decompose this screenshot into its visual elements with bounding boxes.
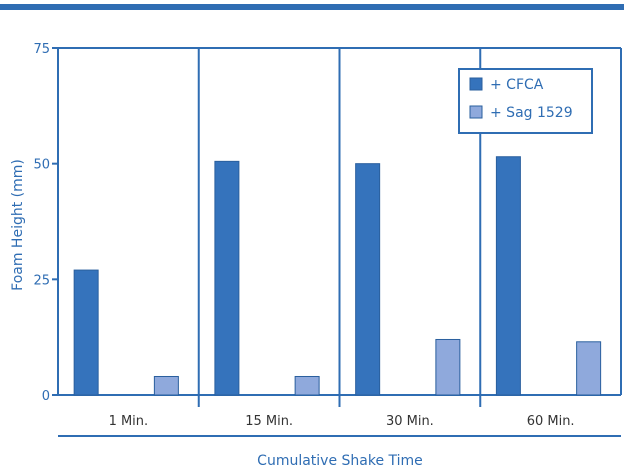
- bar-sag-1529: [576, 341, 602, 396]
- legend-swatch-sag-1529: [469, 105, 483, 119]
- bars-group: [73, 156, 602, 396]
- y-tick-label: 50: [33, 158, 50, 173]
- x-axis-category-labels: 1 Min. 15 Min. 30 Min. 60 Min.: [109, 414, 575, 429]
- legend: + CFCA + Sag 1529: [458, 68, 593, 134]
- bar-sag-1529: [294, 375, 320, 396]
- bar-sag-1529: [435, 338, 461, 396]
- x-category-label: 60 Min.: [527, 414, 575, 429]
- bar-cfca: [214, 160, 240, 396]
- legend-label-cfca: + CFCA: [490, 77, 544, 93]
- top-header-rule: [0, 4, 624, 10]
- x-category-label: 30 Min.: [386, 414, 434, 429]
- y-axis-title: Foam Height (mm): [10, 159, 26, 291]
- y-tick-label: 75: [33, 42, 50, 57]
- bar-cfca: [355, 163, 381, 396]
- bar-sag-1529: [153, 375, 179, 396]
- bar-cfca: [495, 156, 521, 396]
- y-tick-label: 25: [33, 273, 50, 288]
- legend-label-sag-1529: + Sag 1529: [490, 105, 573, 121]
- y-tick-label: 0: [42, 389, 50, 404]
- x-category-label: 1 Min.: [109, 414, 149, 429]
- x-axis-title: Cumulative Shake Time: [257, 453, 423, 466]
- y-axis-ticks: 0 25 50 75: [33, 42, 58, 404]
- bar-cfca: [73, 269, 99, 396]
- legend-swatch-cfca: [469, 77, 483, 91]
- x-category-label: 15 Min.: [245, 414, 293, 429]
